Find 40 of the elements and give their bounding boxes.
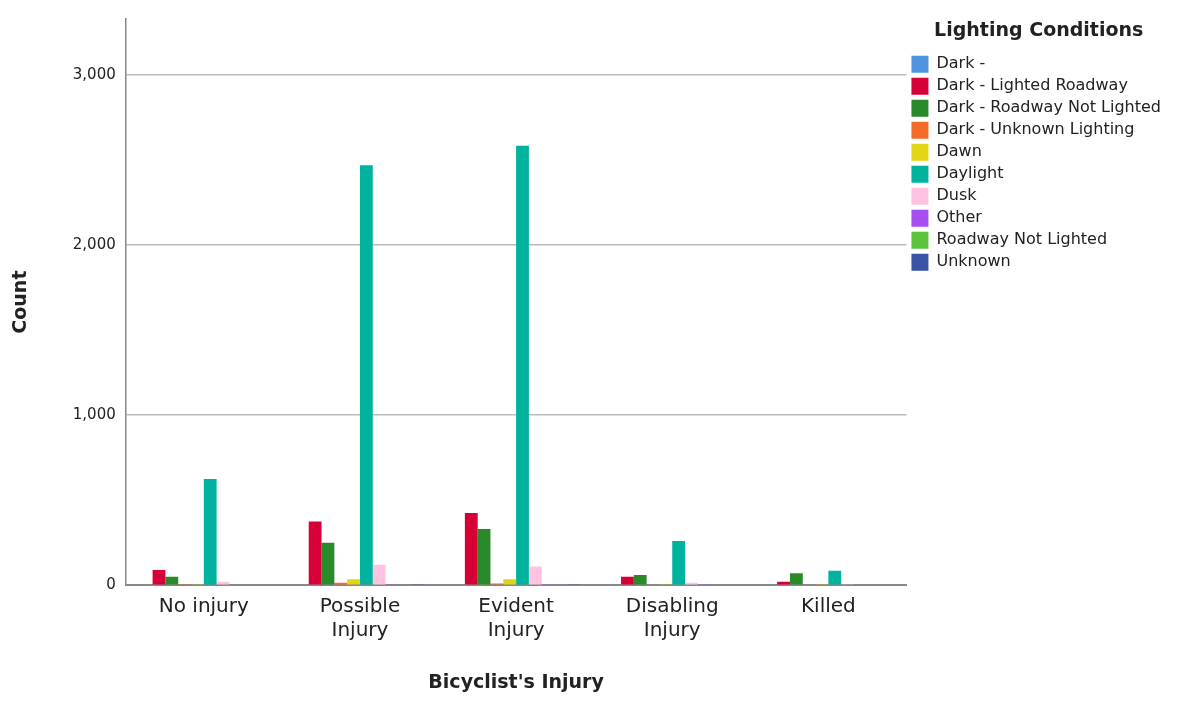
bar bbox=[621, 576, 634, 585]
y-tick-label: 0 bbox=[106, 575, 116, 594]
bar bbox=[789, 573, 803, 585]
x-axis-title: Bicyclist's Injury bbox=[428, 669, 605, 692]
legend-label: Dawn bbox=[936, 141, 982, 161]
y-axis-title: Count bbox=[8, 270, 31, 334]
x-tick-label: Evident Injury bbox=[478, 593, 555, 642]
bar bbox=[203, 478, 217, 585]
bar bbox=[672, 540, 686, 585]
bar bbox=[321, 542, 335, 585]
bar bbox=[308, 521, 322, 585]
x-tick-label: Killed bbox=[800, 593, 856, 618]
legend-title: Lighting Conditions bbox=[934, 18, 1144, 41]
legend-label: Unknown bbox=[936, 251, 1011, 271]
bar bbox=[477, 529, 491, 585]
bar bbox=[633, 575, 647, 585]
legend-label: Dark - Lighted Roadway bbox=[936, 75, 1128, 95]
legend-label: Dusk bbox=[936, 185, 978, 205]
bar bbox=[347, 579, 360, 585]
legend-label: Other bbox=[936, 207, 983, 227]
bar bbox=[152, 569, 166, 585]
bar bbox=[359, 165, 373, 585]
y-tick-label: 2,000 bbox=[72, 235, 116, 254]
bar bbox=[372, 564, 386, 585]
x-tick-label: No injury bbox=[158, 593, 250, 618]
legend-label: Dark - bbox=[936, 53, 986, 73]
bar bbox=[165, 576, 179, 585]
y-tick-label: 3,000 bbox=[72, 65, 116, 83]
x-tick-label: Possible Injury bbox=[319, 593, 401, 642]
y-tick-label: 1,000 bbox=[72, 405, 116, 424]
bar bbox=[503, 579, 517, 585]
bar bbox=[828, 570, 842, 585]
legend-label: Daylight bbox=[936, 163, 1004, 183]
bar bbox=[528, 566, 542, 585]
bar bbox=[464, 512, 478, 585]
x-tick-label: Disabling Injury bbox=[625, 593, 719, 642]
legend-label: Roadway Not Lighted bbox=[936, 229, 1108, 249]
bar bbox=[516, 145, 529, 585]
legend-label: Dark - Unknown Lighting bbox=[936, 119, 1135, 139]
legend-label: Dark - Roadway Not Lighted bbox=[936, 97, 1162, 117]
